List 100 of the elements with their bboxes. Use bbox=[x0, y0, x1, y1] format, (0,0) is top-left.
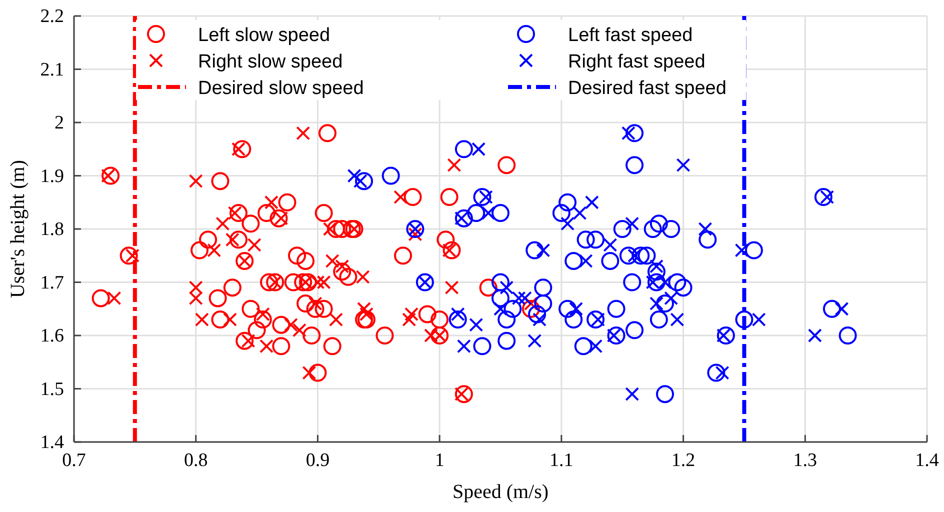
point bbox=[469, 318, 484, 332]
point bbox=[308, 364, 327, 382]
point bbox=[247, 238, 262, 252]
point bbox=[194, 312, 209, 327]
point bbox=[638, 246, 656, 265]
point bbox=[625, 387, 640, 402]
point bbox=[578, 254, 593, 268]
point bbox=[356, 270, 370, 284]
point bbox=[272, 337, 290, 356]
legend-label: Left fast speed bbox=[568, 25, 693, 46]
point bbox=[216, 216, 230, 231]
point bbox=[454, 209, 473, 228]
point bbox=[576, 230, 595, 249]
y-tick-label: 1.8 bbox=[40, 219, 64, 240]
point bbox=[623, 273, 642, 292]
point bbox=[328, 312, 343, 327]
point bbox=[382, 166, 400, 185]
point bbox=[662, 220, 680, 238]
point bbox=[734, 243, 749, 258]
point bbox=[650, 310, 668, 329]
point bbox=[258, 204, 276, 222]
point bbox=[188, 280, 203, 295]
point bbox=[272, 316, 290, 334]
x-tick-label: 1.3 bbox=[793, 450, 818, 471]
point bbox=[188, 174, 203, 188]
ref-line-label: Desired slow speed bbox=[198, 78, 364, 99]
point bbox=[325, 254, 340, 268]
point bbox=[223, 278, 242, 297]
point bbox=[292, 323, 306, 338]
point bbox=[473, 188, 492, 206]
point bbox=[558, 300, 577, 318]
legend-label: Right fast speed bbox=[568, 52, 706, 72]
point bbox=[92, 289, 110, 308]
point bbox=[430, 310, 449, 329]
point bbox=[838, 326, 857, 344]
point bbox=[188, 291, 203, 306]
point bbox=[376, 326, 394, 344]
x-tick-label: 0.7 bbox=[62, 450, 86, 471]
point bbox=[586, 230, 605, 249]
x-tick-label: 1.4 bbox=[915, 450, 940, 471]
point bbox=[436, 230, 455, 249]
point bbox=[707, 364, 726, 382]
point bbox=[394, 246, 412, 265]
point bbox=[260, 273, 278, 292]
point bbox=[744, 241, 763, 260]
point bbox=[454, 140, 473, 158]
point bbox=[512, 291, 526, 306]
y-tick-label: 2 bbox=[54, 112, 64, 134]
point bbox=[650, 214, 668, 233]
point bbox=[560, 216, 575, 231]
point bbox=[323, 337, 342, 356]
point bbox=[472, 142, 486, 156]
point bbox=[333, 220, 352, 238]
y-tick-label: 1.6 bbox=[40, 326, 64, 346]
point bbox=[676, 158, 690, 172]
point bbox=[242, 214, 260, 233]
point bbox=[619, 246, 638, 265]
point bbox=[498, 310, 516, 329]
point bbox=[632, 246, 650, 265]
point bbox=[418, 305, 436, 324]
point bbox=[207, 243, 222, 258]
point bbox=[588, 339, 603, 354]
point bbox=[518, 291, 532, 306]
point bbox=[467, 204, 486, 222]
point bbox=[236, 332, 254, 350]
point bbox=[107, 291, 122, 306]
point bbox=[284, 318, 298, 332]
point bbox=[440, 188, 458, 206]
point bbox=[404, 307, 419, 322]
x-tick-label: 1 bbox=[434, 450, 444, 471]
point bbox=[302, 326, 321, 344]
point bbox=[814, 188, 832, 206]
point bbox=[120, 246, 138, 265]
point bbox=[569, 302, 584, 316]
point bbox=[404, 188, 422, 206]
point bbox=[278, 193, 296, 212]
point bbox=[528, 305, 546, 324]
point bbox=[607, 326, 626, 344]
point bbox=[442, 241, 461, 260]
point bbox=[492, 204, 510, 222]
point bbox=[698, 222, 712, 236]
point bbox=[306, 300, 324, 318]
point bbox=[447, 158, 462, 172]
point bbox=[564, 252, 583, 270]
point bbox=[314, 204, 333, 222]
point bbox=[808, 328, 822, 342]
point bbox=[607, 300, 626, 318]
point bbox=[536, 243, 550, 258]
point bbox=[644, 220, 662, 238]
x-tick-label: 1.1 bbox=[550, 450, 574, 471]
point bbox=[333, 262, 352, 281]
point bbox=[357, 302, 372, 316]
point bbox=[572, 206, 587, 220]
point bbox=[522, 300, 540, 318]
point bbox=[264, 195, 278, 210]
point bbox=[735, 310, 754, 329]
point bbox=[254, 310, 272, 329]
point bbox=[481, 206, 496, 220]
point bbox=[574, 337, 592, 356]
point bbox=[190, 241, 209, 260]
